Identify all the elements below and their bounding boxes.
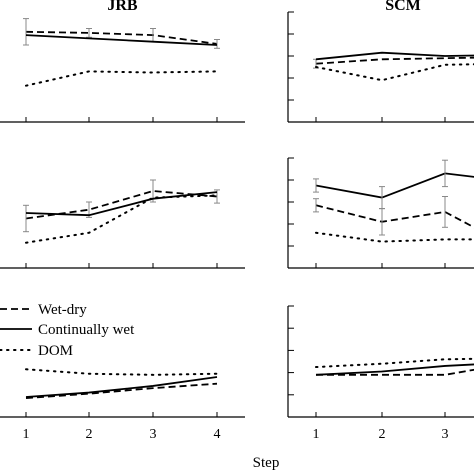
x-tick-label: 1 <box>23 427 30 442</box>
legend-item: DOM <box>0 343 73 359</box>
series-line-dom <box>25 368 218 376</box>
series-line-wet-dry <box>25 30 218 45</box>
x-tick-label: 3 <box>150 427 157 442</box>
x-axis-label: Step <box>253 455 280 471</box>
series-line-continually-wet <box>25 376 218 398</box>
series-line-wet-dry <box>315 204 474 229</box>
panel-title: SCM <box>385 0 421 14</box>
series-line-dom <box>315 63 474 82</box>
panel-scm-bot: 1 2 3 <box>287 305 474 442</box>
series-line-dom <box>315 231 474 243</box>
error-bar <box>23 18 29 46</box>
panel-jrb-bot: 1 2 3 4 <box>0 368 245 442</box>
x-tick-label: 2 <box>379 427 386 442</box>
series-line-continually-wet <box>25 191 218 217</box>
error-bar <box>313 178 319 193</box>
series-line-dom <box>315 357 474 369</box>
error-bar <box>214 39 220 49</box>
series-line-continually-wet <box>315 172 474 199</box>
error-bar <box>23 204 29 233</box>
legend-label: Continually wet <box>38 322 135 338</box>
legend: Wet-dry Continually wet DOM <box>0 302 135 359</box>
series-line-dom <box>25 194 218 244</box>
error-bar <box>214 189 220 204</box>
panel-scm-top: SCM <box>287 0 474 123</box>
panel-scm-mid <box>287 157 474 269</box>
series-line-continually-wet <box>315 51 474 61</box>
panel-jrb-top: JRB <box>0 0 245 123</box>
series-line-continually-wet <box>315 363 474 376</box>
error-bar <box>379 186 385 210</box>
error-bar <box>442 159 448 188</box>
series-line-wet-dry <box>316 368 474 376</box>
panel-title: JRB <box>107 0 138 14</box>
panel-jrb-mid <box>0 179 245 269</box>
legend-item: Continually wet <box>0 322 135 338</box>
error-bar <box>313 198 319 213</box>
series-line-wet-dry <box>25 382 218 400</box>
series-line-continually-wet <box>25 34 218 46</box>
x-tick-label: 3 <box>442 427 449 442</box>
x-tick-label: 4 <box>214 427 221 442</box>
error-bar <box>442 196 448 228</box>
x-tick-label: 1 <box>313 427 320 442</box>
legend-label: DOM <box>38 343 73 359</box>
series-line-dom <box>25 70 218 87</box>
error-bar <box>86 28 92 38</box>
series-line-wet-dry <box>315 56 474 65</box>
x-tick-label: 2 <box>86 427 93 442</box>
legend-item: Wet-dry <box>0 302 87 318</box>
legend-label: Wet-dry <box>38 302 87 318</box>
